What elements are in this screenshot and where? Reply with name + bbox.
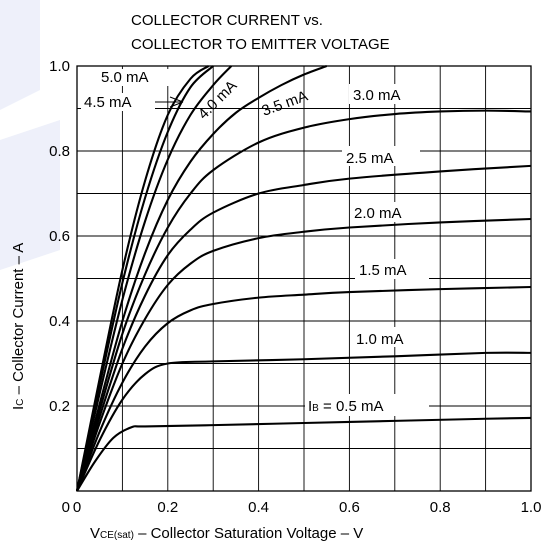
x-tick-label: 0.6 [339,499,360,516]
curve-ib-1 [76,351,532,492]
y-axis-label: IC – Collector Current – A [10,243,27,410]
curve-label-background [355,259,429,279]
plot-border [76,65,532,492]
y-axis-label-subscript: C [15,399,26,406]
chart-title-line-2: COLLECTOR TO EMITTER VOLTAGE [131,36,390,53]
x-tick-label: 0.2 [157,499,178,516]
curve-label-background [342,146,420,166]
y-tick-label: 0.6 [49,228,70,245]
curve-label-5-0ma: 5.0 mA [101,69,149,86]
watermark-shape [0,0,60,270]
curve-label-4-5ma: 4.5 mA [84,94,132,111]
x-tick-label: 0 [73,499,81,516]
curve-label-background [97,69,169,86]
curve-label-1-0ma: 1.0 mA [356,331,404,348]
curve-label-0-5ma: IB = 0.5 mA [308,398,383,415]
curve-label-3-0ma: 3.0 mA [353,87,401,104]
curve-ib-7 [75,65,233,492]
y-axis-label-text: – Collector Current – A [10,243,27,399]
y-tick-label: 0.2 [49,398,70,415]
curves [75,65,532,492]
y-tick-label: 0 [62,499,70,516]
curve-label-2-0ma: 2.0 mA [354,205,402,222]
curve-ib-2 [76,285,532,492]
curve-label-2-5ma: 2.5 mA [346,150,394,167]
y-tick-label: 1.0 [49,58,70,75]
chart-title-line-1: COLLECTOR CURRENT vs. [131,12,323,29]
y-tick-label: 0.4 [49,313,70,330]
plot-frame [76,65,532,492]
y-axis-label-symbol: I [10,406,27,410]
curve-label-1-5ma: 1.5 mA [359,262,407,279]
curve-label-leader-arrow [169,101,184,108]
curve-label-background [350,202,424,222]
x-tick-labels: 0 0.2 0.4 0.6 0.8 1.0 [73,499,542,516]
x-axis-label-symbol: V [90,525,100,542]
curve-label-background [305,394,429,416]
curve-ib-6 [75,65,328,492]
x-axis-label: VCE(sat) – Collector Saturation Voltage … [90,525,363,542]
curve-ib-3 [76,217,532,492]
y-tick-label: 0.8 [49,143,70,160]
x-tick-label: 1.0 [521,499,542,516]
x-tick-label: 0.8 [430,499,451,516]
x-tick-label: 0.4 [248,499,269,516]
curve-ib-5 [75,109,532,492]
curve-label-background [349,84,427,104]
curve-ib-4 [75,164,532,492]
y-tick-labels: 0 0.2 0.4 0.6 0.8 1.0 [49,58,70,516]
x-axis-label-text: – Collector Saturation Voltage – V [134,525,363,542]
chart-title: COLLECTOR CURRENT vs. COLLECTOR TO EMITT… [131,12,390,53]
x-axis-label-subscript: CE(sat) [100,530,134,541]
curve-label-leader-arrow [169,96,184,103]
curve-label-background [352,327,426,347]
curve-ib-9 [75,65,210,492]
curve-ib-0 [76,416,532,492]
curve-label-background [81,93,155,111]
curve-ib-8 [75,65,214,492]
